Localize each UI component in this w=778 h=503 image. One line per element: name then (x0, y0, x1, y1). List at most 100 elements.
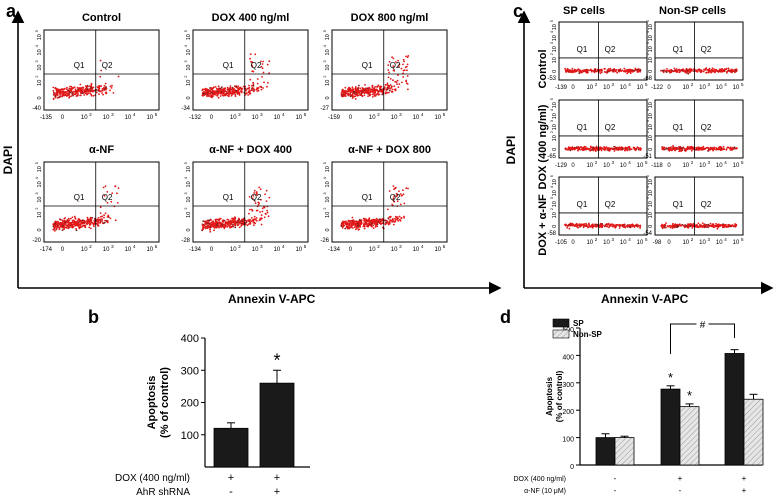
scatter-dot (90, 85, 93, 88)
scatter-dot (262, 60, 264, 63)
scatter-dot (260, 85, 262, 88)
scatter-dot (56, 97, 59, 99)
x-tick-label: 10 (434, 115, 441, 121)
scatter-dot (691, 227, 694, 229)
scatter-dot (98, 93, 100, 95)
x-min-label: -134 (328, 247, 341, 253)
scatter-dot (363, 227, 366, 230)
scatter-dot (95, 91, 98, 94)
y-tick: 10 4 (183, 176, 192, 187)
y-tick-exponent: 5 (549, 19, 554, 22)
x-tick-exponent: 5 (155, 112, 158, 117)
scatter-dot (705, 72, 707, 74)
scatter-dot (388, 71, 390, 74)
scatter-dot (582, 149, 584, 152)
scatter-dot (216, 94, 219, 96)
panel-c-scatter-dots (564, 67, 642, 75)
scatter-dot (391, 56, 393, 58)
scatter-dot (251, 220, 253, 223)
x-min-label: -98 (653, 240, 662, 246)
scatter-dot (600, 68, 603, 71)
scatter-dot (202, 220, 205, 223)
x-tick-label: 10 (620, 163, 627, 169)
scatter-dot (114, 185, 116, 188)
y-tick-exponent: 2 (183, 75, 188, 78)
y-tick-label: 10 (186, 49, 192, 55)
y-tick: 10 2 (34, 75, 43, 86)
scatter-dot (617, 223, 619, 226)
scatter-dot (220, 222, 222, 224)
scatter-dot (392, 57, 395, 60)
scatter-dot (213, 229, 215, 232)
y-tick: 103 (549, 196, 558, 207)
scatter-dot (369, 90, 372, 92)
scatter-dot (589, 69, 591, 72)
scatter-dot (71, 216, 74, 219)
scatter-dot (620, 147, 623, 150)
scatter-dot (365, 92, 367, 94)
scatter-dot (603, 70, 606, 73)
scatter-dot (75, 227, 77, 230)
scatter-dot (352, 219, 355, 222)
scatter-dot (260, 65, 263, 68)
scatter-dot (346, 227, 349, 230)
y-tick-label: 10 (186, 197, 192, 203)
scatter-dot (218, 219, 220, 222)
scatter-dot (263, 81, 265, 84)
scatter-dot (372, 90, 374, 93)
x-tick-exponent: 5 (443, 112, 446, 117)
scatter-dot (353, 95, 355, 98)
y-tick-label: 10 (552, 46, 558, 52)
scatter-dot (393, 195, 396, 198)
scatter-dot (100, 85, 102, 87)
quadrant-label-q2: Q2 (605, 123, 616, 132)
scatter-dot (629, 226, 631, 229)
scatter-dot (97, 216, 100, 219)
scatter-dot (364, 84, 366, 86)
scatter-dot (203, 220, 206, 223)
scatter-dot (690, 69, 693, 72)
scatter-dot (234, 93, 237, 96)
scatter-dot (688, 68, 691, 71)
scatter-dot (620, 69, 622, 72)
scatter-dot (609, 69, 612, 72)
scatter-dot (212, 90, 215, 93)
x-min-label: -174 (40, 247, 53, 253)
scatter-dot (266, 209, 268, 212)
y-tick-label: 10 (648, 113, 654, 119)
y-tick: 0 (648, 148, 654, 151)
scatter-dot (359, 87, 362, 90)
scatter-dot (376, 86, 379, 88)
scatter-dot (341, 226, 344, 229)
scatter-dot (713, 146, 716, 149)
y-tick-exponent: 3 (549, 41, 554, 44)
scatter-dot (103, 216, 105, 219)
scatter-dot (712, 69, 715, 72)
scatter-dot (582, 226, 585, 229)
scatter-dot (576, 226, 579, 228)
panel-c-row-title-dox: DOX (400 ng/ml) (537, 104, 549, 189)
y-tick: 10 4 (322, 176, 331, 187)
scatter-dot (393, 88, 396, 91)
scatter-dot (392, 197, 395, 200)
panel-c-y-label: DAPI (504, 136, 518, 165)
scatter-dot (255, 192, 258, 195)
scatter-dot (566, 226, 568, 229)
y-tick: 10 2 (322, 75, 331, 86)
y-tick: 10 4 (34, 44, 43, 55)
scatter-dot (569, 146, 572, 149)
scatter-dot (726, 226, 728, 228)
scatter-dot (621, 69, 624, 72)
scatter-dot (235, 89, 238, 92)
scatter-dot (729, 225, 732, 228)
scatter-dot (571, 147, 574, 150)
y-tick: 10 2 (322, 207, 331, 218)
scatter-dot (221, 220, 224, 223)
x-tick-label: 10 (103, 247, 110, 253)
scatter-dot (61, 91, 63, 93)
y-tick-exponent: 5 (645, 97, 650, 100)
y-tick-label: 10 (37, 212, 43, 218)
chart-b: 100 200 300 400 Apoptosis(% of control) * DOX … (115, 333, 310, 498)
x-min-label: -129 (555, 163, 568, 169)
